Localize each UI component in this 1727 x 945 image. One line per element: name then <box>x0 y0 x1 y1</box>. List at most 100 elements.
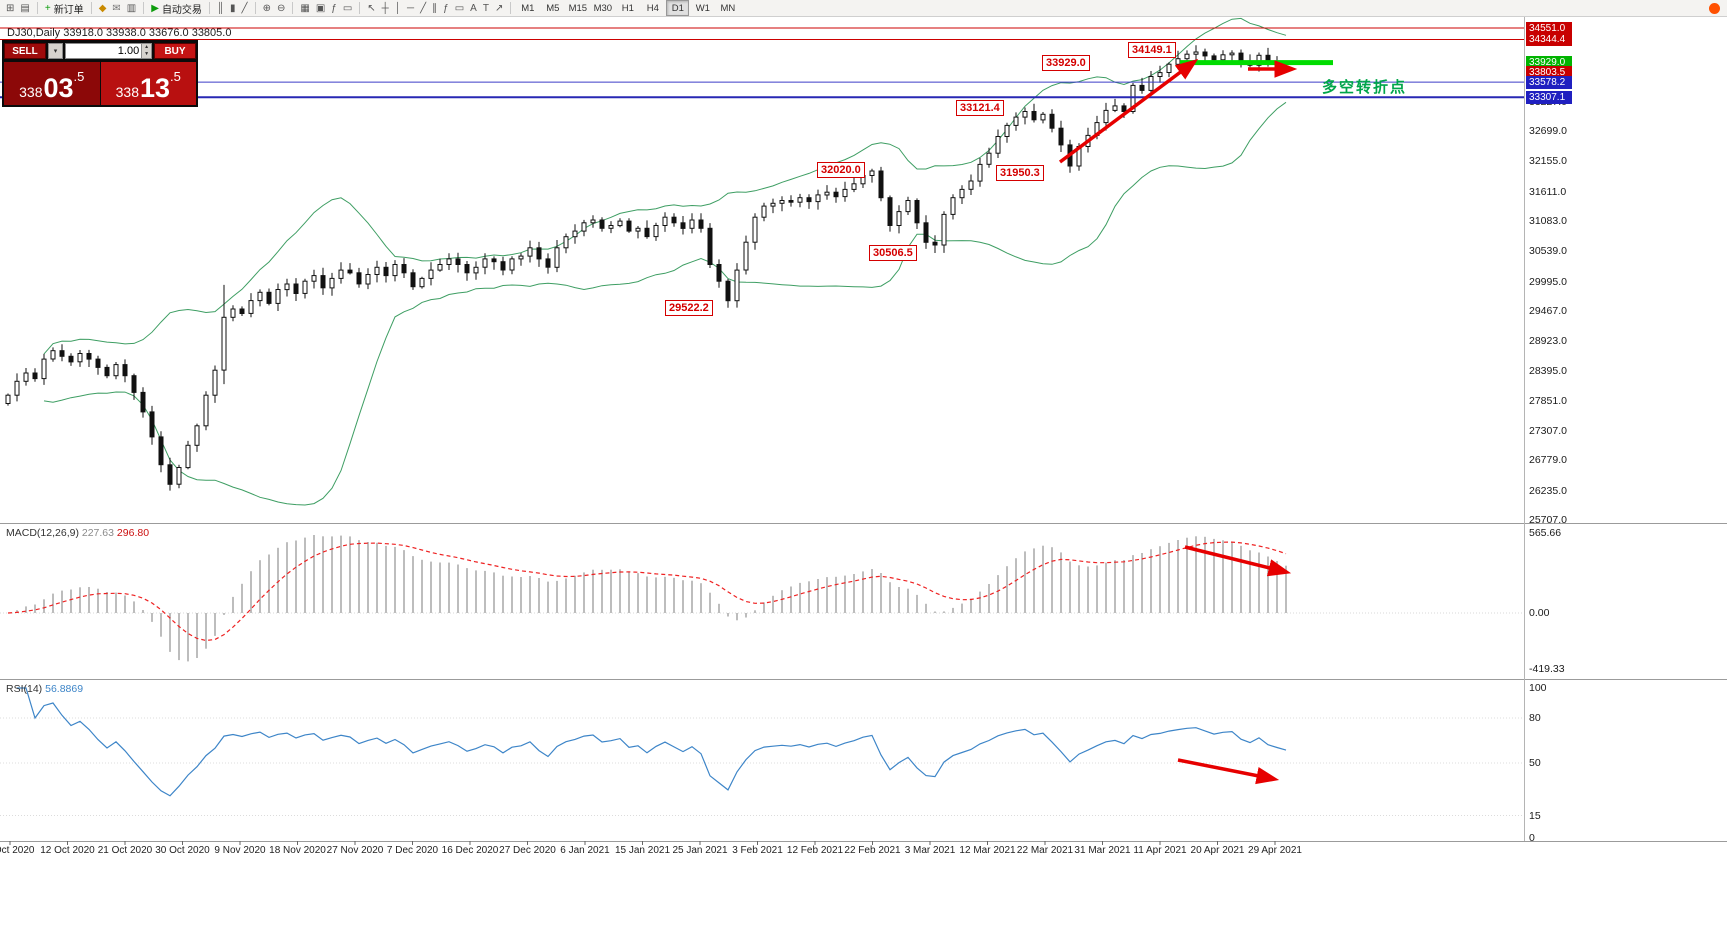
buy-price[interactable]: 338 13.5 <box>100 62 196 105</box>
candle-body <box>284 283 290 291</box>
buy-price-frac: .5 <box>170 69 181 84</box>
sell-button[interactable]: SELL <box>4 43 46 59</box>
price-callout[interactable]: 31950.3 <box>996 165 1044 181</box>
shapes-icon: ▭ <box>454 2 465 14</box>
notification-badge[interactable] <box>1709 2 1720 14</box>
zoom-in-icon: ⊕ <box>262 2 271 14</box>
price-callout[interactable]: 34149.1 <box>1128 42 1176 58</box>
resistance-band[interactable] <box>1180 60 1333 66</box>
arrows-tool-icon[interactable]: ↗ <box>492 1 506 16</box>
candle-body <box>1193 51 1199 55</box>
equidistant-channel-icon[interactable]: ∥ <box>429 1 440 16</box>
timeframe-m1[interactable]: M1 <box>521 2 535 14</box>
candle-body <box>275 289 281 304</box>
candle-body <box>104 366 110 377</box>
horizontal-line-icon[interactable]: ─ <box>404 1 417 16</box>
candle-body <box>716 264 722 282</box>
mailbox-icon[interactable]: ✉ <box>109 1 123 16</box>
macd-histogram <box>16 535 1287 662</box>
alerts-icon: ◆ <box>98 2 107 14</box>
shapes-icon[interactable]: ▭ <box>452 1 467 16</box>
order-settings-dropdown[interactable]: ▾ <box>48 43 63 59</box>
volume-decrease-button[interactable]: ▼ <box>144 51 150 57</box>
timeframe-w1[interactable]: W1 <box>695 2 710 14</box>
candle-body <box>50 350 56 360</box>
candle-body <box>320 275 326 289</box>
new-order-button: + <box>44 2 51 14</box>
candle-body <box>1202 51 1208 57</box>
candle-body <box>1229 52 1235 56</box>
alerts-icon[interactable]: ◆ <box>96 1 110 16</box>
rsi-arrow[interactable] <box>1177 758 1280 785</box>
new-order-button[interactable]: + 新订单 <box>42 1 87 16</box>
cursor-icon[interactable]: ↖ <box>364 1 378 16</box>
candle-body <box>797 197 803 203</box>
toolbar-separator <box>90 2 92 14</box>
candle-body <box>734 269 740 302</box>
candle-body <box>491 258 497 263</box>
candle-body <box>1112 105 1118 111</box>
candle-body <box>563 236 569 249</box>
candle-body <box>896 211 902 227</box>
buy-button[interactable]: BUY <box>154 43 196 59</box>
price-callout[interactable]: 30506.5 <box>869 245 917 261</box>
candle-body <box>752 216 758 243</box>
price-callout[interactable]: 32020.0 <box>817 162 865 178</box>
timeframe-m5[interactable]: M5 <box>546 2 560 14</box>
candle-body <box>221 316 227 371</box>
price-callout[interactable]: 29522.2 <box>665 300 713 316</box>
candle-body <box>77 353 83 363</box>
timeframe-h4[interactable]: H4 <box>646 2 659 14</box>
toolbar: ⊞ ▤ + 新订单 ◆ ✉ ▥ ▶ 自动交易 ║ ▮ ╱ ⊕ ⊖ ▦ ▣ ƒ ▭ ↖ ┼ │ ─ ╱ ∥ ƒ ▭ A T ↗ M1 M5 M1… <box>0 0 1727 17</box>
zoom-out-icon[interactable]: ⊖ <box>274 1 288 16</box>
candle-body <box>392 264 398 277</box>
candle-body <box>1148 76 1154 91</box>
volume-stepper: ▲ ▼ <box>142 43 152 59</box>
crosshair-icon[interactable]: ┼ <box>379 1 392 16</box>
timeframe-m30[interactable]: M30 <box>593 2 613 14</box>
price-callout[interactable]: 33121.4 <box>956 100 1004 116</box>
trendline-icon[interactable]: ╱ <box>417 1 429 16</box>
sell-price[interactable]: 338 03.5 <box>4 62 100 105</box>
candle-body <box>977 163 983 182</box>
fibonacci-icon[interactable]: ƒ <box>440 1 452 16</box>
candle-body <box>356 272 362 285</box>
candle-body <box>14 380 20 396</box>
line-chart-icon[interactable]: ╱ <box>239 1 251 16</box>
indicators-list-icon[interactable]: ƒ <box>328 1 340 16</box>
new-chart-icon[interactable]: ⊞ <box>3 1 17 16</box>
objects-list-icon[interactable]: ▭ <box>340 1 355 16</box>
macd-signal-line <box>7 541 1287 642</box>
candle-body <box>1121 105 1127 113</box>
rsi-line <box>17 687 1287 797</box>
price-callout[interactable]: 33929.0 <box>1042 55 1090 71</box>
timeframe-mn[interactable]: MN <box>720 2 736 14</box>
candle-body <box>500 261 506 271</box>
text-label-icon[interactable]: T <box>480 1 492 16</box>
zoom-in-icon[interactable]: ⊕ <box>260 1 274 16</box>
candle-body <box>302 280 308 294</box>
text-icon[interactable]: A <box>467 1 480 16</box>
candle-body <box>689 219 695 229</box>
trend-arrow[interactable] <box>1058 58 1199 164</box>
vertical-line-icon[interactable]: │ <box>392 1 404 16</box>
arrange-windows-icon[interactable]: ▣ <box>313 1 328 16</box>
tile-windows-icon[interactable]: ▦ <box>297 1 312 16</box>
timeframe-h1[interactable]: H1 <box>621 2 634 14</box>
macd-arrow[interactable] <box>1184 545 1292 577</box>
bar-chart-icon[interactable]: ║ <box>214 1 227 16</box>
candle-body <box>806 197 812 203</box>
candle-body <box>293 283 299 294</box>
new-chart-icon: ⊞ <box>6 2 15 14</box>
volume-increase-button[interactable]: ▲ <box>144 44 150 50</box>
timeframe-m15[interactable]: M15 <box>568 2 588 14</box>
volume-input[interactable] <box>65 43 143 59</box>
chart-profiles-icon: ▤ <box>20 2 30 14</box>
autotrading-button[interactable]: ▶ 自动交易 <box>148 1 205 16</box>
chart-profiles-icon[interactable]: ▤ <box>17 1 32 16</box>
candle-body <box>509 258 515 271</box>
timeframe-d1[interactable]: D1 <box>666 0 690 16</box>
candlestick-chart-icon[interactable]: ▮ <box>227 1 239 16</box>
market-watch-icon[interactable]: ▥ <box>124 1 139 16</box>
